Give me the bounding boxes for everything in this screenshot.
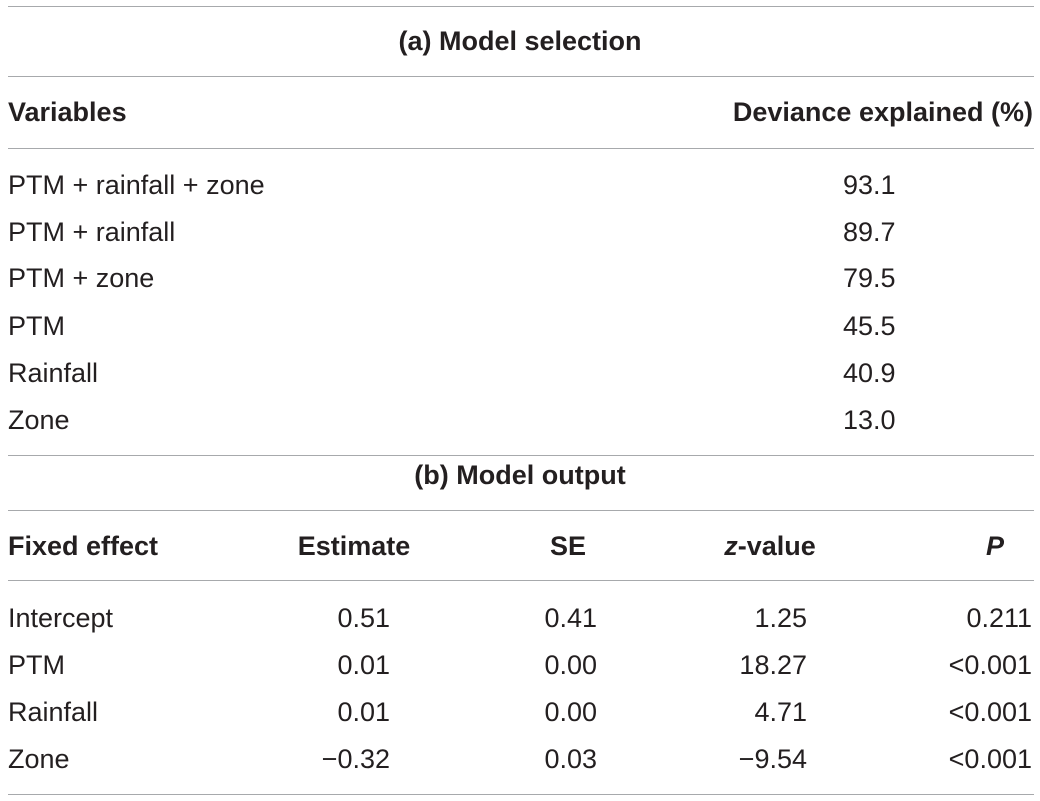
row-fixed-effect: Rainfall <box>8 697 99 727</box>
row-z-value: 1.25 <box>754 603 807 633</box>
row-variables: PTM + zone <box>8 263 155 293</box>
row-deviance: 40.9 <box>843 358 896 388</box>
section-a-title: (a) Model selection <box>398 26 642 56</box>
row-deviance: 13.0 <box>843 405 896 435</box>
row-p: <0.001 <box>948 697 1032 727</box>
header-fixed-effect: Fixed effect <box>8 531 159 561</box>
row-se: 0.41 <box>544 603 597 633</box>
row-estimate: 0.51 <box>337 603 390 633</box>
header-z-suffix: -value <box>737 531 816 561</box>
row-variables: Zone <box>8 405 70 435</box>
header-deviance-explained: Deviance explained (%) <box>732 97 1033 127</box>
header-se: SE <box>549 531 587 561</box>
header-z-value: z-value <box>670 530 870 562</box>
row-deviance: 93.1 <box>843 170 896 200</box>
row-fixed-effect: PTM <box>8 650 65 680</box>
row-estimate: −0.32 <box>321 744 390 774</box>
section-b-title-rule <box>8 510 1034 511</box>
row-se: 0.00 <box>544 697 597 727</box>
section-a-title-rule <box>8 76 1034 77</box>
row-z-value: −9.54 <box>738 744 807 774</box>
row-variables: PTM + rainfall + zone <box>8 170 265 200</box>
section-b-title: (b) Model output <box>414 460 626 490</box>
row-fixed-effect: Intercept <box>8 603 114 633</box>
row-se: 0.00 <box>544 650 597 680</box>
row-estimate: 0.01 <box>337 697 390 727</box>
table-top-rule <box>8 6 1034 7</box>
section-a-header-rule <box>8 148 1034 149</box>
row-p: 0.211 <box>966 603 1032 633</box>
row-deviance: 79.5 <box>843 263 896 293</box>
header-variables: Variables <box>8 97 127 127</box>
row-fixed-effect: Zone <box>8 744 70 774</box>
row-deviance: 89.7 <box>843 217 896 247</box>
header-p: P <box>985 531 1004 561</box>
row-p: <0.001 <box>948 650 1032 680</box>
row-p: <0.001 <box>948 744 1032 774</box>
row-variables: Rainfall <box>8 358 99 388</box>
row-variables: PTM <box>8 311 65 341</box>
row-z-value: 18.27 <box>739 650 807 680</box>
row-variables: PTM + rainfall <box>8 217 176 247</box>
row-z-value: 4.71 <box>754 697 807 727</box>
row-estimate: 0.01 <box>337 650 390 680</box>
row-deviance: 45.5 <box>843 311 896 341</box>
section-b-header-rule <box>8 580 1034 581</box>
section-divider-rule <box>8 455 1034 456</box>
header-estimate: Estimate <box>297 531 411 561</box>
header-z-letter: z <box>724 531 738 561</box>
table-bottom-rule <box>8 794 1034 795</box>
row-se: 0.03 <box>544 744 597 774</box>
